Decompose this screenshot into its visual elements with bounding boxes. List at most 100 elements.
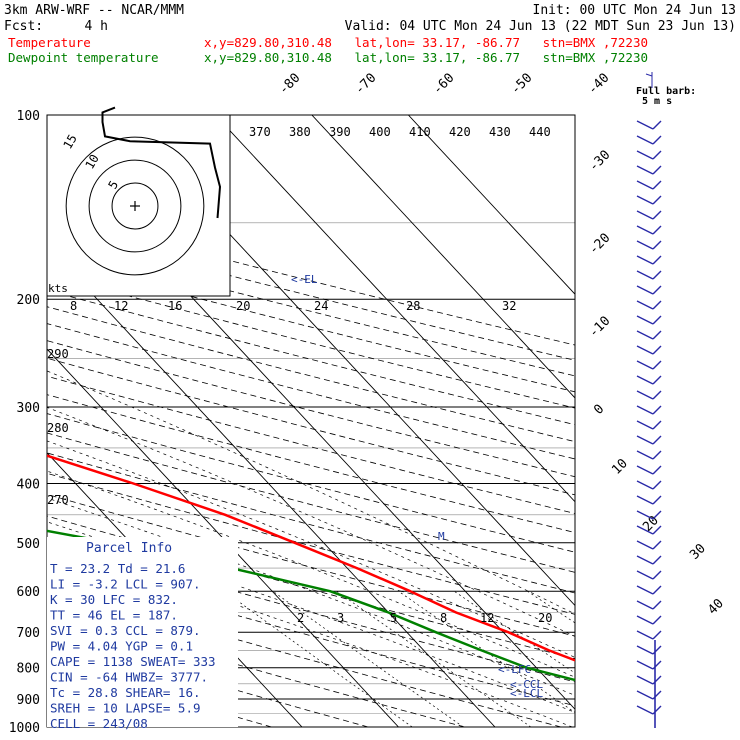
wind-barb <box>636 135 662 145</box>
mixing-ratio-line <box>272 590 464 727</box>
wind-barb <box>636 360 662 370</box>
pressure-tick-label: 400 <box>17 477 40 492</box>
theta-side-label: 290 <box>47 347 69 361</box>
wind-barb <box>636 195 662 205</box>
wind-barb <box>636 180 662 190</box>
hodograph-ring-label: 15 <box>60 132 79 152</box>
theta-label: 420 <box>449 125 471 139</box>
speed-scale-label: 32 <box>502 299 516 313</box>
dry-adiabat <box>47 452 575 594</box>
wind-barb <box>636 150 662 160</box>
parcel-info-row: Tc = 28.8 SHEAR= 16. <box>50 685 201 700</box>
wind-barb <box>636 495 662 505</box>
isotherm <box>47 348 399 727</box>
dry-adiabat <box>47 561 575 707</box>
mixing-ratio-line <box>453 590 575 674</box>
wind-barb <box>636 525 662 535</box>
wind-barb <box>636 450 662 460</box>
parcel-info-row: CAPE = 1138 SWEAT= 333 <box>50 654 216 669</box>
wind-barb <box>636 480 662 490</box>
pressure-tick-label: 500 <box>17 537 40 552</box>
speed-scale-label: 16 <box>168 299 182 313</box>
parcel-info-title: Parcel Info <box>86 541 172 556</box>
temp-tick-label: 0 <box>591 402 607 418</box>
wind-barb <box>636 585 662 595</box>
full-barb-units: 5 m s <box>642 96 672 107</box>
parcel-info-row: K = 30 LFC = 832. <box>50 592 178 607</box>
temp-tick-label: 40 <box>705 596 727 618</box>
wind-barb <box>636 465 662 475</box>
temperature-station-info: x,y=829.80,310.48 lat,lon= 33.17, -86.77… <box>204 35 648 50</box>
mixing-ratio-line <box>224 590 413 727</box>
speed-scale-label: 24 <box>314 299 328 313</box>
wind-barb <box>636 300 662 310</box>
wind-barb <box>636 375 662 385</box>
ccl-marker: <-CCL <box>510 678 543 691</box>
wind-barb <box>636 570 662 580</box>
theta-label: 430 <box>489 125 511 139</box>
dry-adiabat <box>47 273 575 409</box>
model-title: 3km ARW-WRF -- NCAR/MMM <box>4 3 184 18</box>
skewt-frame <box>46 114 576 728</box>
valid-time: Valid: 04 UTC Mon 24 Jun 13 (22 MDT Sun … <box>345 19 736 34</box>
theta-label: 410 <box>409 125 431 139</box>
pressure-tick-label: 1000 <box>9 721 40 736</box>
mixing-ratio-label: 2 <box>297 611 304 625</box>
hodograph-kts-label: kts <box>48 282 68 295</box>
wind-barb <box>636 240 662 250</box>
mixing-ratio-label: 8 <box>440 611 447 625</box>
mixing-ratio-line <box>398 590 575 713</box>
temp-tick-label: 20 <box>640 513 662 535</box>
temp-tick-label: -20 <box>586 231 613 258</box>
dry-adiabat <box>47 258 575 393</box>
isotherm <box>408 115 575 295</box>
dry-adiabat <box>47 609 465 727</box>
temp-tick-label: 10 <box>609 456 631 478</box>
temp-tick-label: -10 <box>586 314 613 341</box>
mixing-ratio-label: 12 <box>480 611 494 625</box>
parcel-info-row: SREH = 10 LAPSE= 5.9 <box>50 701 201 716</box>
pressure-tick-label: 600 <box>17 585 40 600</box>
wind-barb <box>636 330 662 340</box>
wind-barb <box>636 660 662 670</box>
wind-barb <box>636 210 662 220</box>
temp-tick-label: 30 <box>687 541 709 563</box>
lcl-marker: <-LCL <box>510 687 543 700</box>
moist-adiabat <box>47 470 575 678</box>
temp-tick-label: -40 <box>585 71 612 98</box>
wind-barb <box>636 255 662 265</box>
mixing-ratio-label: 5 <box>390 611 397 625</box>
pressure-tick-label: 300 <box>17 401 40 416</box>
theta-label: 370 <box>249 125 271 139</box>
temp-tick-label: -30 <box>586 148 613 175</box>
wind-barb <box>636 615 662 625</box>
wind-barb <box>636 390 662 400</box>
speed-scale-label: 12 <box>114 299 128 313</box>
wind-barb <box>636 315 662 325</box>
wind-barb <box>636 120 662 130</box>
isotherm <box>47 244 496 727</box>
isotherm <box>0 115 13 727</box>
wind-barb <box>636 405 662 415</box>
speed-scale-label: 28 <box>406 299 420 313</box>
parcel-info-row: CIN = -64 HWBZ= 3777. <box>50 670 208 685</box>
parcel-info-row: PW = 4.04 YGP = 0.1 <box>50 639 193 654</box>
surface-temp-tick <box>732 723 740 725</box>
wind-barb <box>636 540 662 550</box>
wind-barb <box>636 345 662 355</box>
hodograph-ring <box>111 182 159 230</box>
temp-tick-label: -50 <box>508 71 535 98</box>
parcel-info-row: SVI = 0.3 CCL = 879. <box>50 623 201 638</box>
parcel-info-box: Parcel Info T = 23.2 Td = 21.6LI = -3.2 … <box>47 537 238 731</box>
temp-tick-label: -60 <box>430 71 457 98</box>
m-marker: M <box>438 530 445 543</box>
dry-adiabat <box>47 227 575 361</box>
pressure-tick-label: 800 <box>17 662 40 677</box>
temperature-line <box>47 454 575 662</box>
wind-barb <box>636 645 662 655</box>
isotherm <box>215 115 575 503</box>
pressure-tick-label: 200 <box>17 293 40 308</box>
dewpoint-legend: Dewpoint temperature <box>8 50 159 65</box>
